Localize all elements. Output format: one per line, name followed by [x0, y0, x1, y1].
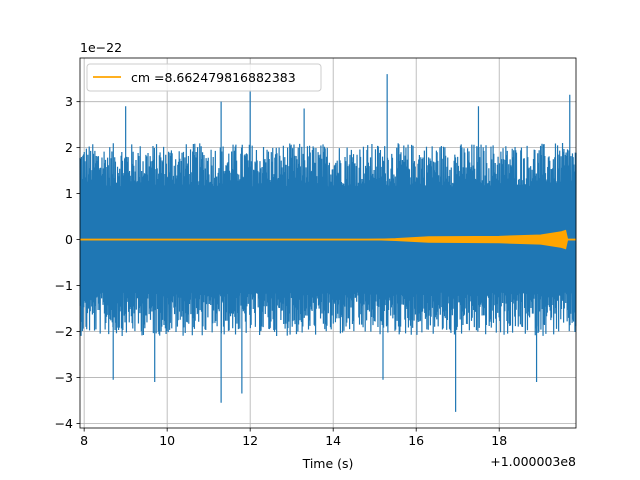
legend: cm =8.662479816882383 — [86, 63, 322, 92]
legend-label-template: cm =8.662479816882383 — [131, 70, 296, 85]
x-tick-label: 8 — [80, 433, 88, 448]
y-tick-label: 0 — [65, 232, 73, 247]
x-axis-label: Time (s) — [302, 456, 354, 471]
strain-series — [79, 74, 577, 412]
x-tick-label: 12 — [242, 433, 258, 448]
y-tick-label: 2 — [65, 140, 73, 155]
x-tick-label: 10 — [159, 433, 175, 448]
plot-frame — [79, 57, 577, 429]
strain-line — [79, 74, 577, 412]
y-scale-label: 1e−22 — [80, 40, 122, 55]
x-offset-label: +1.000003e8 — [490, 454, 576, 469]
y-tick-label: −3 — [55, 370, 73, 385]
x-tick-label: 14 — [325, 433, 341, 448]
legend-box — [86, 63, 322, 92]
x-tick-label: 16 — [408, 433, 424, 448]
y-tick-label: 1 — [65, 186, 73, 201]
y-tick-label: 3 — [65, 94, 73, 109]
y-tick-label: −2 — [55, 324, 73, 339]
y-tick-label: −4 — [55, 416, 73, 431]
y-tick-label: −1 — [55, 278, 73, 293]
x-tick-label: 18 — [491, 433, 507, 448]
template-series — [80, 229, 576, 250]
